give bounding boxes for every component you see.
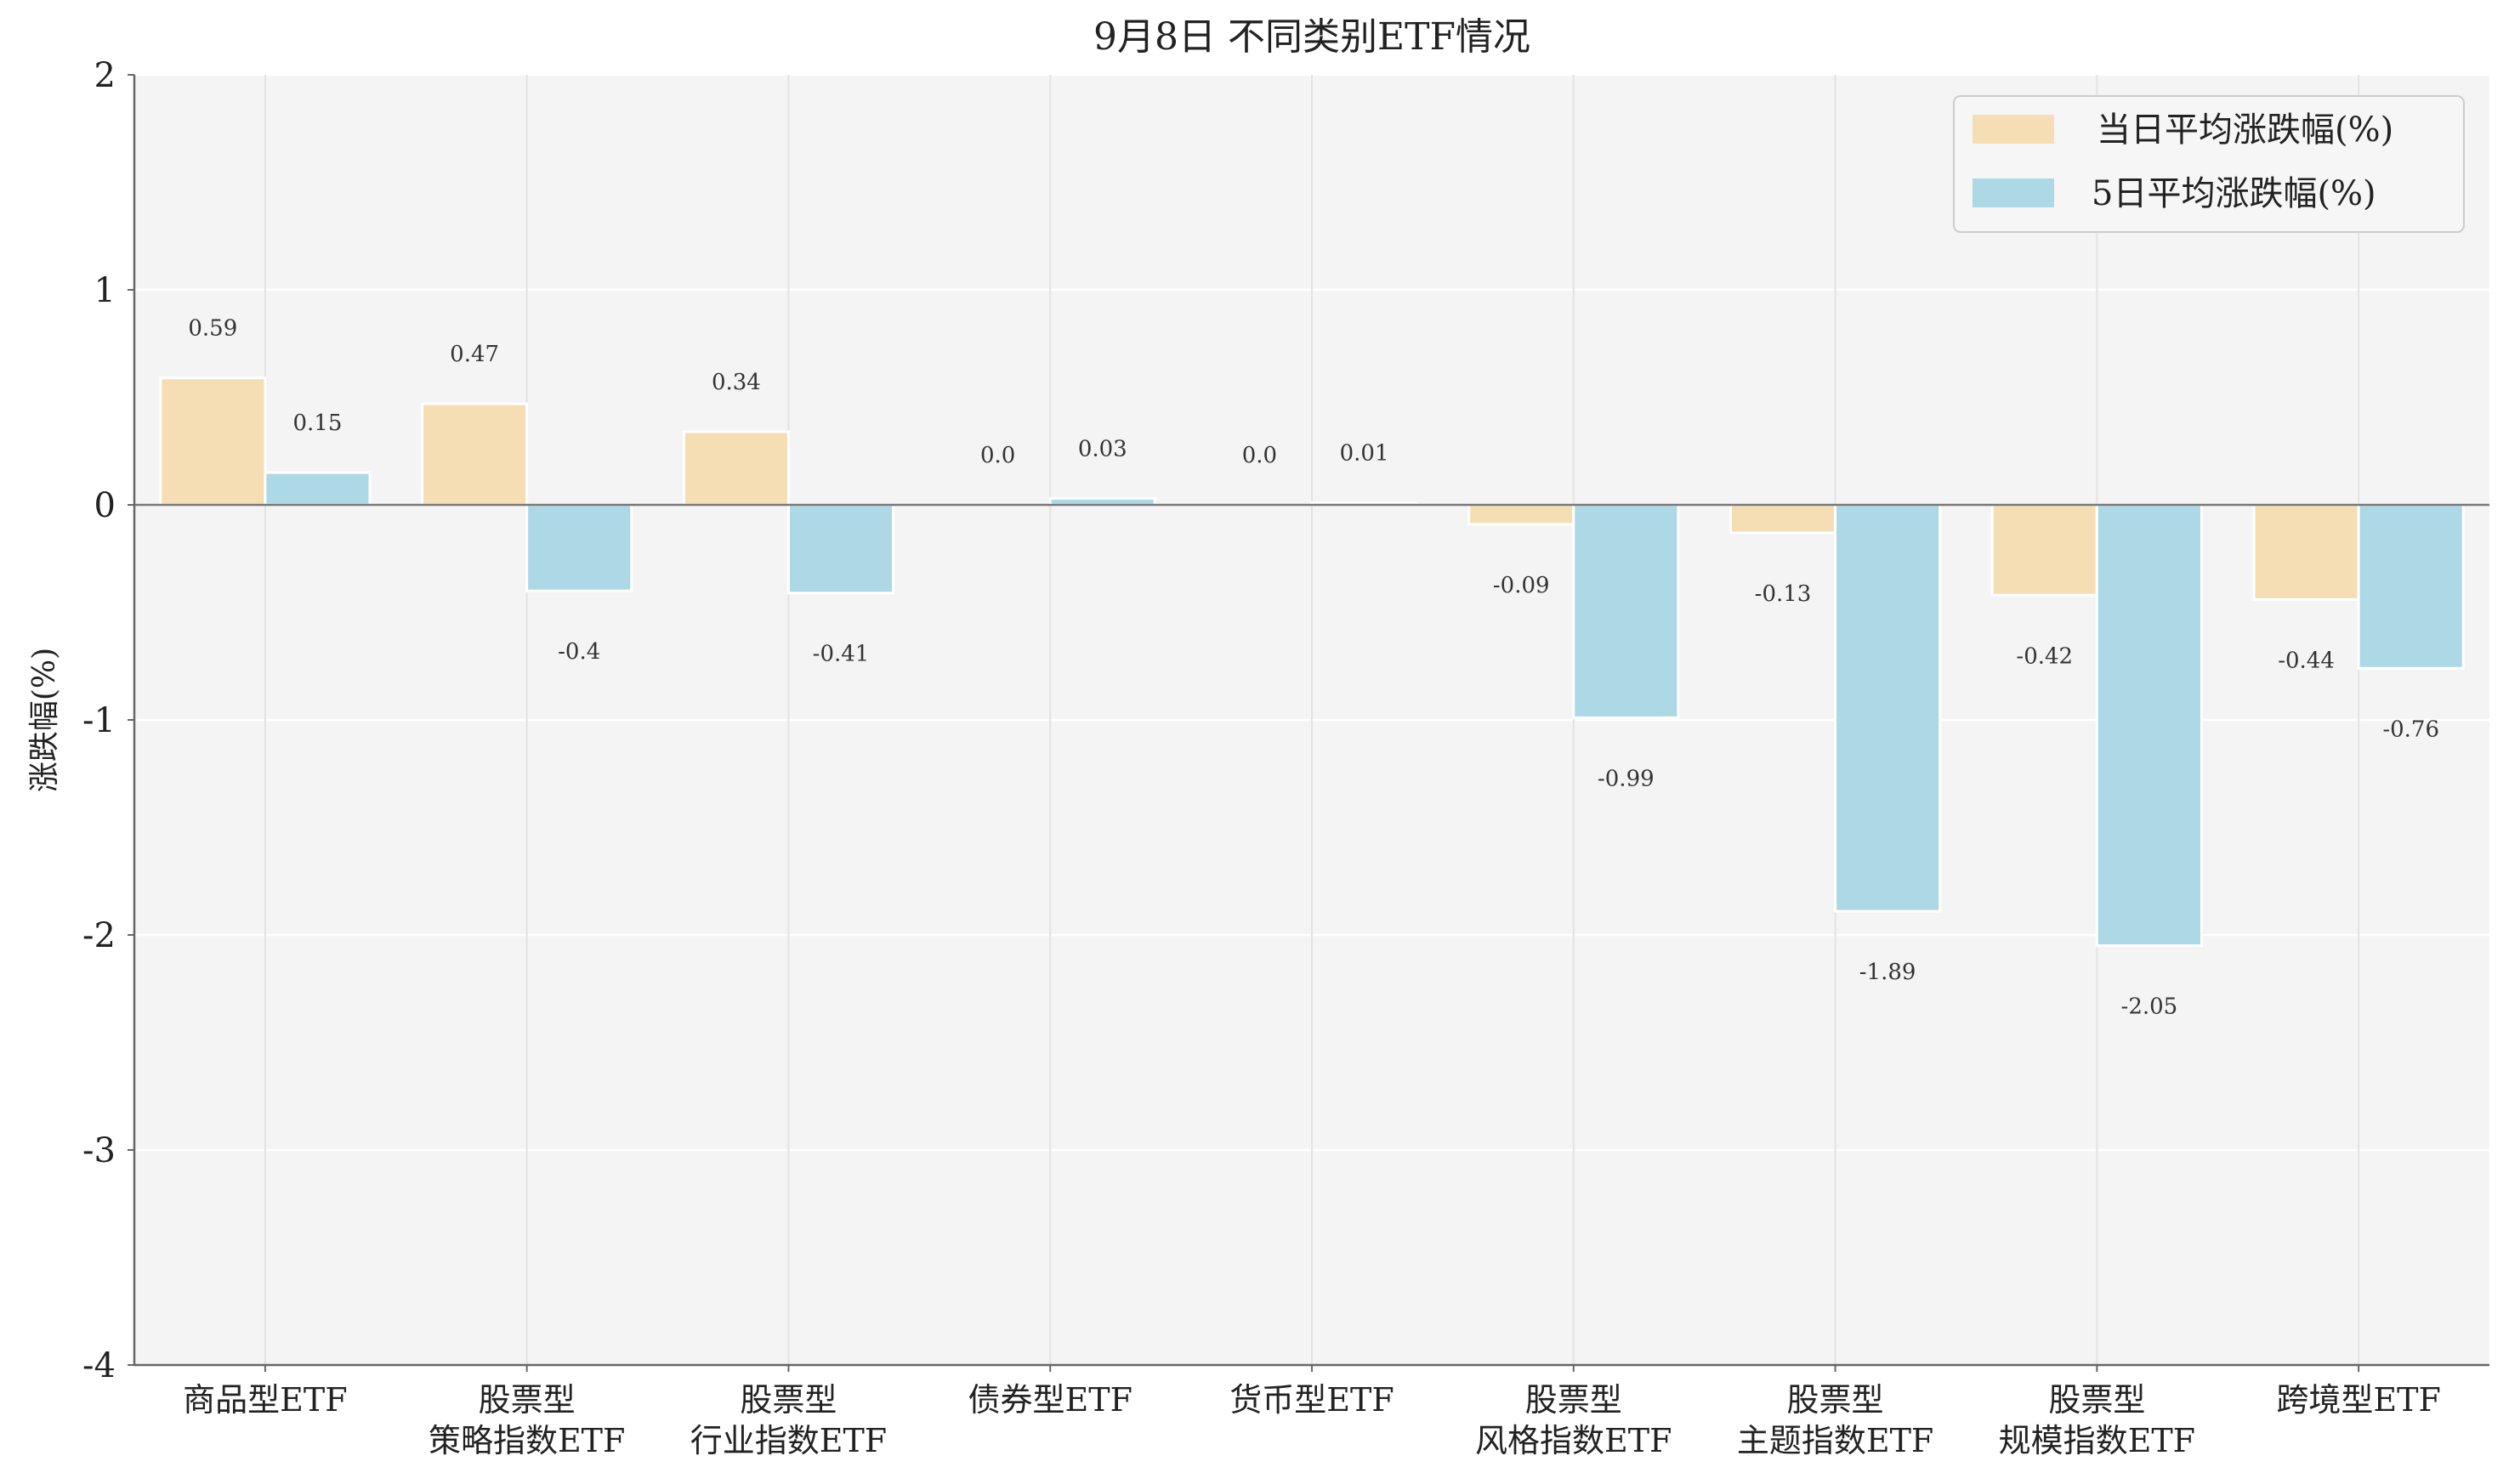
data-label-5day: -0.76 [2382, 717, 2439, 742]
legend-box [1953, 95, 2465, 233]
y-tick-label: -4 [82, 1346, 116, 1385]
x-tick-label: 货币型ETF [1229, 1381, 1394, 1419]
x-tick-label: 债券型ETF [968, 1381, 1132, 1419]
data-label-5day: -0.41 [813, 642, 870, 667]
data-label-daily: -0.44 [2278, 648, 2335, 673]
data-label-5day: 0.15 [292, 411, 342, 436]
data-label-daily: 0.34 [712, 370, 761, 395]
bar-daily [1728, 503, 1837, 535]
x-tick-label: 股票型 [2048, 1381, 2145, 1419]
x-tick-label: 跨境型ETF [2276, 1381, 2440, 1419]
data-label-daily: 0.47 [450, 342, 499, 367]
legend-swatch-5day [1973, 178, 2054, 207]
data-label-daily: 0.59 [188, 316, 237, 342]
data-label-daily: -0.42 [2016, 643, 2073, 669]
bar-daily [682, 430, 790, 507]
x-tick-label: 商品型ETF [183, 1381, 347, 1419]
bar-daily [421, 402, 529, 507]
chart-title: 9月8日 不同类别ETF情况 [1093, 15, 1530, 59]
y-tick-label: -3 [82, 1131, 116, 1170]
data-label-5day: 0.01 [1340, 440, 1389, 466]
x-tick-label: 主题指数ETF [1737, 1422, 1933, 1459]
data-label-daily: 0.0 [980, 443, 1015, 468]
x-tick-label: 策略指数ETF [429, 1422, 625, 1459]
bar-5day [264, 471, 372, 507]
y-tick-label: -1 [82, 701, 116, 740]
x-tick-label: 规模指数ETF [1999, 1422, 2195, 1459]
bar-5day [1572, 503, 1680, 719]
data-label-daily: -0.09 [1493, 573, 1550, 598]
x-tick-label: 股票型 [479, 1381, 576, 1419]
data-label-5day: -0.99 [1598, 766, 1655, 791]
legend-swatch-daily [1973, 115, 2054, 144]
x-tick-label: 股票型 [1787, 1381, 1884, 1419]
legend: 当日平均涨跌幅(%) 5日平均涨跌幅(%) [1953, 95, 2465, 233]
bar-5day [2357, 503, 2465, 670]
y-tick-label: -2 [82, 916, 116, 955]
y-axis-label: 涨跌幅(%) [27, 648, 62, 792]
y-tick-label: 2 [94, 56, 116, 95]
bar-daily [2252, 503, 2360, 601]
bar-5day [2095, 503, 2203, 948]
x-tick-label: 行业指数ETF [690, 1422, 887, 1459]
bars [159, 377, 2465, 948]
bar-5day [525, 503, 633, 592]
bar-5day [786, 503, 895, 595]
data-label-5day: -0.4 [558, 639, 600, 665]
x-tick-label: 股票型 [1525, 1381, 1622, 1419]
y-tick-label: 1 [94, 271, 116, 310]
legend-label-5day: 5日平均涨跌幅(%) [2092, 174, 2376, 213]
legend-label-daily: 当日平均涨跌幅(%) [2097, 110, 2393, 150]
data-label-daily: -0.13 [1755, 581, 1812, 607]
data-label-5day: -2.05 [2121, 994, 2178, 1020]
y-ticks: 2 1 0 -1 -2 -3 -4 [82, 56, 134, 1385]
data-labels: 0.59 0.47 0.34 0.0 0.0 -0.09 -0.13 -0.42 -0.44 0.… [188, 316, 2439, 1020]
data-label-5day: 0.03 [1078, 436, 1127, 462]
bar-daily [1467, 503, 1575, 526]
x-tick-label: 风格指数ETF [1475, 1422, 1672, 1459]
y-tick-label: 0 [94, 486, 116, 525]
bar-daily [1990, 503, 2098, 597]
data-label-5day: -1.89 [1859, 960, 1916, 985]
data-label-daily: 0.0 [1242, 443, 1277, 468]
bar-daily [159, 377, 267, 507]
x-tick-label: 股票型 [740, 1381, 837, 1419]
bar-5day [1834, 503, 1942, 913]
